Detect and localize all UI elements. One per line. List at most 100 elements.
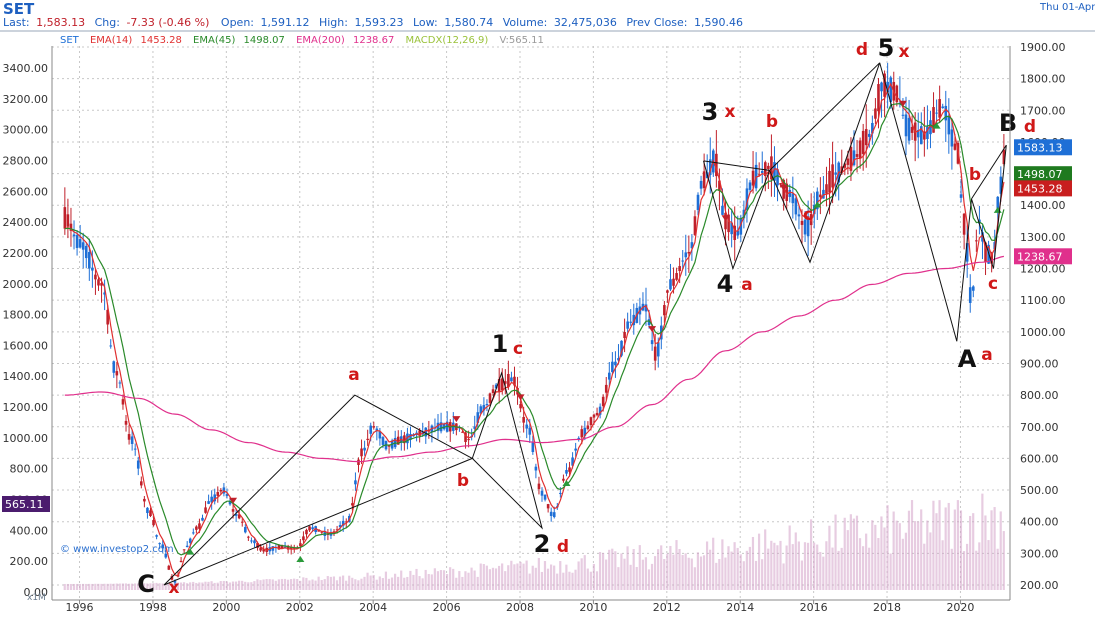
volume-bar: [152, 583, 155, 590]
volume-bar: [390, 577, 394, 590]
volume-bar: [207, 581, 210, 590]
price-bar: [745, 188, 749, 211]
volume-bar: [705, 541, 709, 590]
volume-bar: [800, 560, 804, 590]
low-label: Low:: [413, 16, 438, 29]
volume-bar: [647, 569, 651, 590]
buy-marker: [562, 480, 571, 487]
volume-bar: [996, 548, 999, 590]
volume-bar: [693, 567, 696, 590]
price-bar: [344, 521, 348, 523]
price-bar: [219, 489, 223, 492]
volume-bar: [78, 583, 82, 590]
price-bar: [889, 77, 893, 103]
legend-ema200: EMA(200): [296, 35, 345, 46]
volume-bar: [479, 563, 482, 590]
price-bar: [663, 305, 666, 316]
price-bar: [867, 133, 871, 137]
volume-bar: [999, 511, 1002, 590]
price-bar: [216, 492, 220, 496]
volume-bar: [920, 509, 923, 590]
volume-tag-bg: [2, 496, 50, 512]
volume-bar: [892, 511, 895, 590]
volume-bar: [277, 579, 280, 590]
price-bar: [910, 126, 914, 133]
price-bar: [308, 526, 311, 531]
price-bar: [121, 399, 125, 405]
price-bar: [828, 170, 831, 193]
price-bar: [100, 283, 103, 286]
right-tick-label: 800.00: [1020, 389, 1059, 402]
volume-bar: [718, 559, 721, 590]
volume-bar: [660, 545, 663, 590]
x-tick-label: 1996: [66, 601, 94, 614]
volume-bar: [231, 581, 235, 590]
volume-bar: [767, 548, 770, 590]
price-bar: [975, 240, 978, 242]
volume-bar: [491, 567, 495, 590]
price-bar: [305, 529, 308, 535]
price-bar: [947, 115, 951, 135]
volume-bar: [213, 582, 216, 590]
price-bar: [568, 467, 571, 472]
price-bar: [742, 209, 746, 219]
price-bar: [473, 426, 477, 429]
price-bar: [846, 158, 850, 165]
volume-bar: [632, 549, 635, 590]
legend-ema45: EMA(45): [193, 35, 235, 46]
volume-bar: [170, 583, 173, 590]
wave-lines: [163, 62, 1007, 586]
price-bar: [571, 457, 574, 466]
left-tick-label: 2000.00: [3, 278, 49, 291]
volume-bar: [280, 578, 284, 590]
price-bar: [678, 266, 681, 272]
price-bar: [525, 424, 529, 429]
volume-bar: [439, 570, 443, 590]
price-bar: [338, 525, 342, 528]
price-bar: [675, 273, 678, 280]
volume-bar: [173, 582, 176, 590]
price-bar: [146, 507, 149, 514]
volume-bar: [608, 549, 611, 590]
quote-line: Last: 1,583.13 Chg: -7.33 (-0.46 %) Open…: [3, 16, 743, 29]
volume-bar: [629, 564, 632, 590]
price-bar: [552, 512, 556, 518]
price-bar: [302, 536, 305, 541]
volume-bar: [880, 516, 883, 590]
price-bar: [244, 527, 247, 533]
volume-bar: [332, 576, 336, 590]
volume-bar: [947, 502, 950, 590]
wave-label: 4: [717, 270, 734, 298]
volume-bar: [901, 538, 904, 590]
last-price-tag: 1583.13: [1017, 141, 1063, 154]
volume-bar: [776, 545, 779, 590]
indicator-legend: SET EMA(14) 1453.28 EMA(45) 1498.07 EMA(…: [60, 35, 544, 46]
volume-bar: [452, 568, 455, 590]
price-bar: [136, 460, 140, 469]
left-tick-label: 3400.00: [3, 62, 49, 75]
price-bar: [751, 170, 755, 186]
price-bar: [115, 371, 119, 376]
volume-bar: [283, 578, 287, 590]
price-bar: [381, 437, 385, 445]
price-bar: [644, 304, 648, 312]
price-bar: [883, 73, 886, 97]
volume-bar: [709, 549, 712, 590]
wave-label: a: [348, 365, 359, 385]
price-bar: [250, 540, 253, 542]
volume-bar: [424, 569, 427, 590]
volume-bar: [754, 560, 758, 590]
price-bar: [586, 425, 590, 429]
volume-bar: [549, 564, 553, 590]
volume-bar: [418, 576, 421, 590]
volume-bar: [748, 546, 752, 590]
volume-bar: [586, 568, 589, 590]
price-bar: [929, 120, 932, 135]
wave-label: 2: [534, 530, 551, 558]
left-tick-label: 2200.00: [3, 247, 49, 260]
volume-bar: [904, 532, 908, 590]
price-bar: [748, 182, 752, 190]
volume-bar: [185, 583, 189, 590]
volume-bar: [929, 532, 932, 590]
